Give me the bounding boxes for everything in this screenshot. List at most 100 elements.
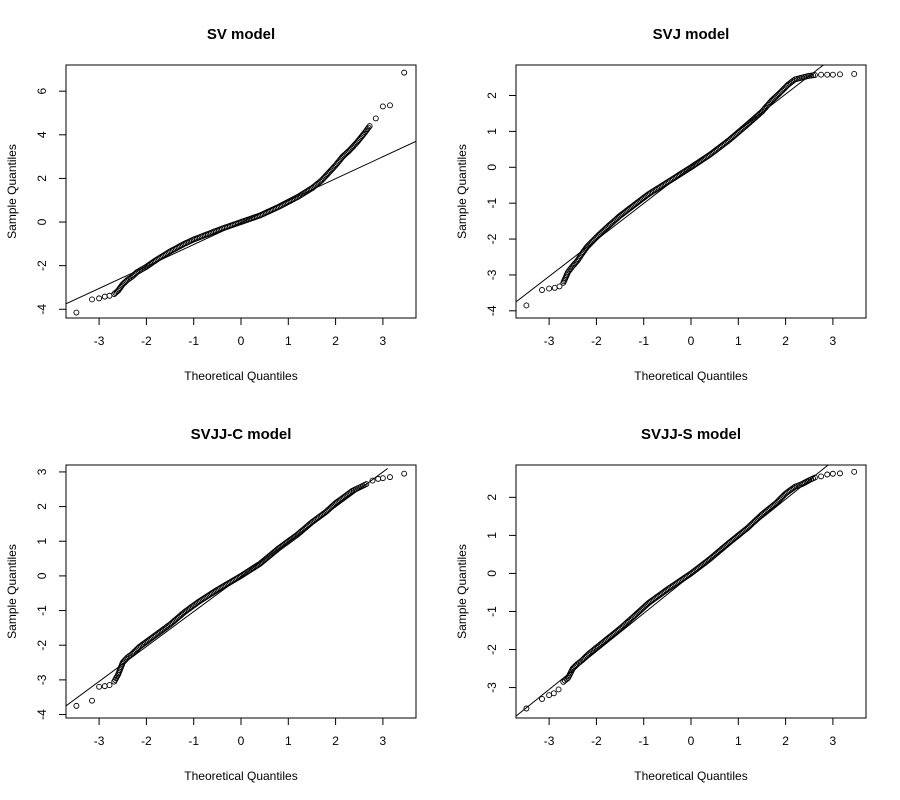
- data-point: [652, 186, 659, 193]
- data-point: [645, 191, 652, 198]
- y-tick-label: 1: [485, 532, 499, 539]
- qq-panel-4: SVJJ-S model -3 -2 -1 0 1 2 3 -3 -2 -1 0 1 2 Theoretic…: [455, 426, 867, 783]
- y-tick-label: -4: [35, 709, 49, 720]
- data-point: [106, 292, 113, 299]
- y-tick-label: 2: [485, 92, 499, 99]
- data-point: [401, 69, 408, 76]
- y-tick-label: 2: [485, 494, 499, 501]
- y-tick-label: 6: [35, 88, 49, 95]
- plot-area: [516, 65, 858, 309]
- data-point: [829, 71, 836, 78]
- x-tick-label: 1: [735, 734, 742, 748]
- data-point: [101, 293, 108, 300]
- panel-title: SVJJ-S model: [641, 426, 741, 443]
- data-point: [363, 481, 370, 488]
- data-point: [375, 475, 382, 482]
- data-point: [837, 71, 843, 78]
- x-tick-label: 2: [782, 734, 789, 748]
- data-point: [539, 696, 545, 702]
- x-axis-label: Theoretical Quantiles: [184, 769, 297, 783]
- data-point: [523, 705, 530, 712]
- y-axis-label: Sample Quantiles: [455, 144, 469, 239]
- data-point: [73, 309, 80, 316]
- plot-frame: [65, 464, 417, 719]
- plot-frame: [515, 64, 867, 319]
- data-point: [365, 124, 372, 131]
- x-tick-label: -2: [591, 734, 602, 748]
- data-point: [658, 183, 665, 189]
- data-point: [851, 71, 858, 77]
- data-point: [655, 184, 662, 191]
- data-point: [546, 692, 553, 699]
- data-point: [811, 72, 818, 78]
- y-tick-label: -4: [35, 304, 49, 315]
- data-point: [657, 183, 664, 190]
- x-tick-label: 0: [238, 734, 245, 748]
- y-tick-label: 0: [35, 572, 49, 579]
- x-tick-label: -1: [188, 734, 199, 748]
- data-point: [556, 283, 563, 290]
- x-tick-label: 1: [285, 334, 292, 348]
- y-tick-label: 1: [35, 538, 49, 545]
- x-tick-label: 3: [830, 734, 837, 748]
- data-point: [551, 284, 558, 291]
- data-point: [660, 182, 666, 189]
- data-point: [539, 287, 545, 293]
- data-point: [646, 190, 653, 197]
- plot-frame: [65, 64, 417, 319]
- data-point: [369, 477, 376, 484]
- y-tick-label: 0: [485, 570, 499, 577]
- qq-panel-2: SVJ model -3 -2 -1 0 1 2 3 -4 -3 -2 -1 0 1 2 Theoretica…: [455, 26, 867, 383]
- y-tick-label: -3: [485, 682, 499, 693]
- y-tick-label: -2: [35, 640, 49, 651]
- data-point: [818, 71, 825, 78]
- plot-area: [66, 468, 408, 709]
- x-tick-label: 0: [688, 734, 695, 748]
- y-tick-label: 0: [485, 164, 499, 171]
- data-point: [165, 249, 172, 256]
- x-axis-label: Theoretical Quantiles: [634, 369, 747, 383]
- data-point: [790, 484, 797, 491]
- data-point: [96, 683, 103, 690]
- y-tick-label: -1: [485, 198, 499, 209]
- y-tick-label: 4: [35, 131, 49, 138]
- x-tick-label: -1: [638, 334, 649, 348]
- x-tick-label: 2: [332, 334, 339, 348]
- y-tick-label: -1: [35, 605, 49, 616]
- data-point: [89, 697, 95, 704]
- y-axis-label: Sample Quantiles: [5, 544, 19, 639]
- data-point: [661, 181, 668, 188]
- y-axis-label: Sample Quantiles: [455, 544, 469, 639]
- x-tick-label: -2: [141, 334, 152, 348]
- plot-area: [516, 465, 858, 717]
- data-point: [387, 474, 393, 481]
- x-tick-label: -3: [544, 734, 555, 748]
- x-tick-label: -2: [141, 734, 152, 748]
- y-tick-label: -1: [485, 606, 499, 617]
- y-tick-label: 2: [35, 175, 49, 182]
- data-point: [523, 302, 530, 309]
- y-tick-label: -2: [35, 260, 49, 271]
- data-point: [824, 71, 831, 78]
- data-point: [550, 690, 557, 697]
- panel-title: SVJ model: [653, 26, 730, 43]
- y-axis-label: Sample Quantiles: [5, 144, 19, 239]
- data-point: [379, 475, 386, 482]
- x-tick-label: -2: [591, 334, 602, 348]
- data-point: [837, 470, 843, 477]
- x-tick-label: 0: [688, 334, 695, 348]
- y-tick-label: -2: [485, 233, 499, 244]
- x-tick-label: -1: [188, 334, 199, 348]
- x-axis-label: Theoretical Quantiles: [634, 769, 747, 783]
- x-tick-label: 1: [285, 734, 292, 748]
- data-point: [851, 468, 858, 475]
- data-point: [106, 682, 113, 689]
- data-point: [651, 187, 658, 194]
- data-point: [387, 102, 393, 109]
- x-tick-label: -1: [638, 734, 649, 748]
- qq-reference-line: [516, 465, 829, 717]
- x-tick-label: 1: [735, 334, 742, 348]
- x-axis-label: Theoretical Quantiles: [184, 369, 297, 383]
- data-point: [818, 473, 825, 480]
